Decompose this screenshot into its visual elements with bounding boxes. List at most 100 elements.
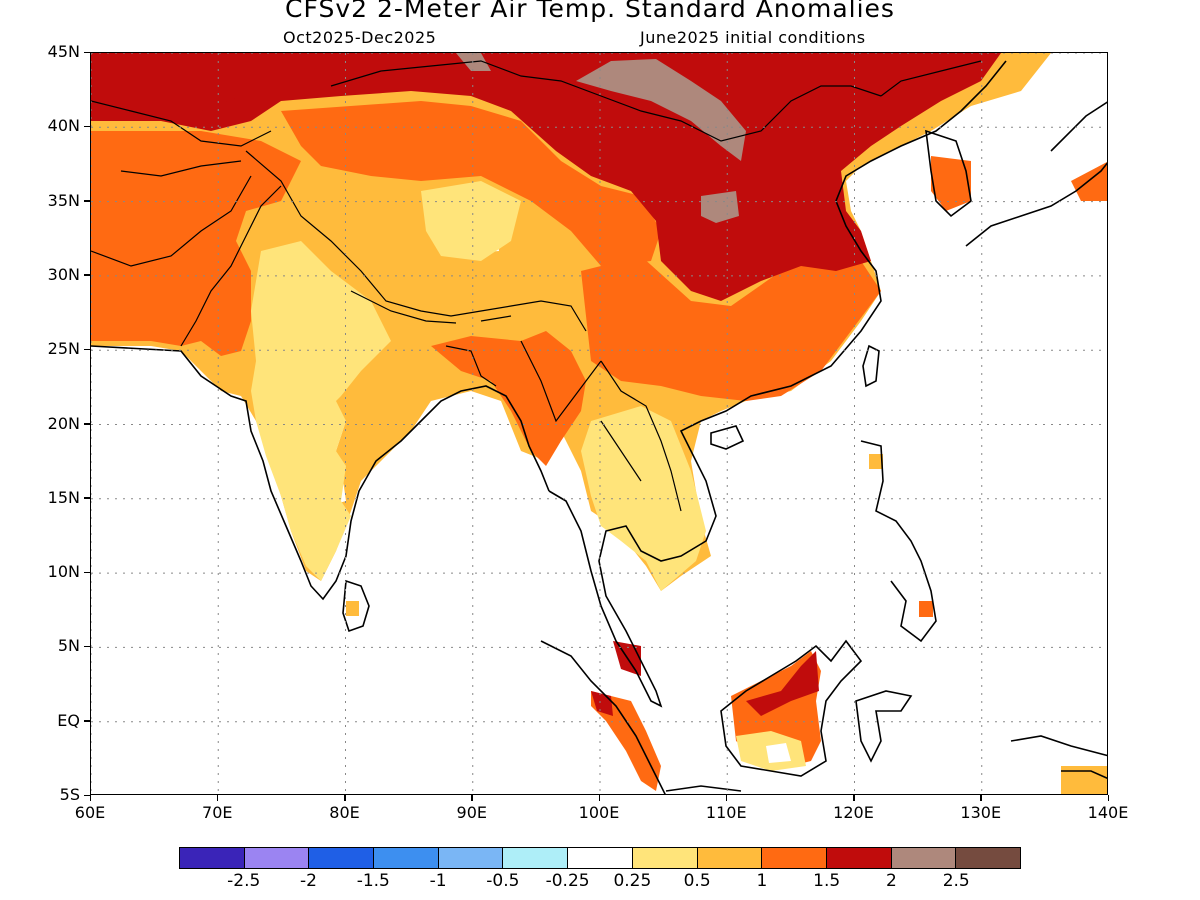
coastline-sulawesi — [855, 690, 913, 763]
legend-swatch — [697, 848, 763, 868]
border-china-mongolia — [330, 60, 882, 142]
border-central-asia — [91, 100, 272, 177]
legend-label: 1.5 — [813, 871, 841, 891]
legend-label: 1 — [756, 871, 768, 891]
legend-label: 2 — [886, 871, 897, 891]
legend-label: -0.5 — [486, 871, 520, 891]
lat-tick-label: 40N — [47, 116, 80, 136]
lon-tick-label: 60E — [74, 803, 106, 822]
border-himalaya — [245, 150, 587, 332]
lon-tick-label: 100E — [578, 803, 620, 822]
coastline-korea — [925, 129, 972, 218]
region-south-china-orange — [581, 251, 881, 401]
region-india-yellow — [251, 241, 391, 581]
legend-label: -1 — [429, 871, 447, 891]
lon-tick — [980, 795, 982, 801]
graticule — [91, 53, 1107, 794]
region-tibet-yellow — [421, 181, 521, 261]
anomaly-shading — [91, 53, 1107, 794]
lon-tick-label: 90E — [456, 803, 487, 822]
lat-tick-label: 35N — [47, 190, 80, 210]
lat-tick — [84, 274, 90, 276]
lon-tick — [1107, 795, 1109, 801]
coastline-java — [665, 785, 742, 792]
lat-tick — [84, 497, 90, 499]
region-north-china-red — [91, 53, 1001, 301]
legend-swatch — [568, 848, 633, 868]
lon-tick — [853, 795, 855, 801]
coastline-hainan — [710, 425, 745, 450]
legend-swatch — [826, 848, 892, 868]
coastline-japan — [965, 101, 1107, 247]
forecast-period: Oct2025-Dec2025 — [283, 28, 437, 47]
lat-tick-label: 45N — [47, 42, 80, 61]
legend-swatch — [762, 848, 827, 868]
lat-tick-label: 5S — [59, 785, 80, 804]
region-mongolia-brown — [576, 59, 746, 161]
region-luzon-orange — [869, 454, 883, 469]
border-pakistan — [180, 185, 282, 347]
region-korea-orange — [931, 156, 971, 211]
lon-tick-label: 140E — [1087, 803, 1129, 822]
legend-label: 0.5 — [683, 871, 711, 891]
legend-label: -2 — [300, 871, 317, 891]
legend-label: -0.25 — [545, 871, 590, 891]
lat-tick-label: 15N — [47, 487, 80, 507]
lat-tick — [84, 571, 90, 574]
region-gobi-brown — [701, 191, 739, 223]
region-srilanka-orange — [346, 601, 359, 616]
coastlines — [91, 60, 1107, 794]
coastline-taiwan — [862, 344, 880, 388]
lat-tick-label: 10N — [47, 562, 80, 582]
lon-tick — [471, 795, 473, 801]
legend-label: 0.25 — [613, 871, 652, 891]
border-bangladesh — [445, 345, 497, 387]
lon-tick — [725, 795, 728, 801]
legend-swatch — [309, 848, 375, 868]
region-central-asia-orange — [91, 131, 301, 356]
country-borders — [91, 60, 982, 512]
lat-tick — [84, 720, 90, 722]
coastline-india — [91, 345, 550, 601]
coastline-indochina — [548, 60, 1007, 708]
initial-conditions: June2025 initial conditions — [640, 28, 866, 47]
lon-tick — [344, 795, 346, 801]
coastline-srilanka — [342, 579, 370, 633]
legend-swatch — [244, 848, 310, 868]
lat-tick-label: EQ — [57, 710, 80, 730]
border-afghanistan — [91, 175, 252, 267]
lon-tick-label: 110E — [705, 803, 747, 822]
lat-tick-label: 20N — [47, 413, 80, 433]
lon-tick — [216, 795, 219, 801]
lat-tick-label: 30N — [47, 264, 80, 284]
map-title: CFSv2 2-Meter Air Temp. Standard Anomali… — [285, 0, 895, 23]
legend-swatch — [438, 848, 504, 868]
legend-swatch — [891, 848, 957, 868]
border-china-russia — [880, 60, 982, 97]
region-sumatra-orange — [591, 691, 661, 791]
lat-tick-label: 25N — [47, 339, 80, 359]
legend-swatch — [956, 848, 1020, 868]
map-panel — [90, 52, 1108, 795]
border-nepal-bhutan — [350, 290, 512, 324]
lat-tick-label: 5N — [57, 636, 80, 656]
lon-tick — [89, 795, 91, 801]
region-myanmar-orange — [431, 331, 586, 466]
lat-tick — [84, 794, 90, 796]
coastline-philippines — [860, 440, 937, 643]
color-legend — [179, 847, 1021, 869]
border-myanmar — [520, 340, 602, 423]
lon-tick-label: 80E — [329, 803, 360, 822]
region-tibet-band-red — [91, 56, 251, 111]
legend-swatch — [374, 848, 439, 868]
lat-tick — [84, 51, 90, 53]
border-indochina — [600, 360, 682, 512]
lon-tick-label: 120E — [833, 803, 874, 822]
region-borneo-red — [746, 651, 819, 716]
lat-tick — [84, 645, 90, 648]
legend-label: -1.5 — [356, 871, 390, 891]
lat-tick — [84, 200, 90, 202]
legend-label: 2.5 — [942, 871, 970, 891]
lat-tick — [84, 348, 90, 351]
lon-tick — [598, 795, 600, 801]
